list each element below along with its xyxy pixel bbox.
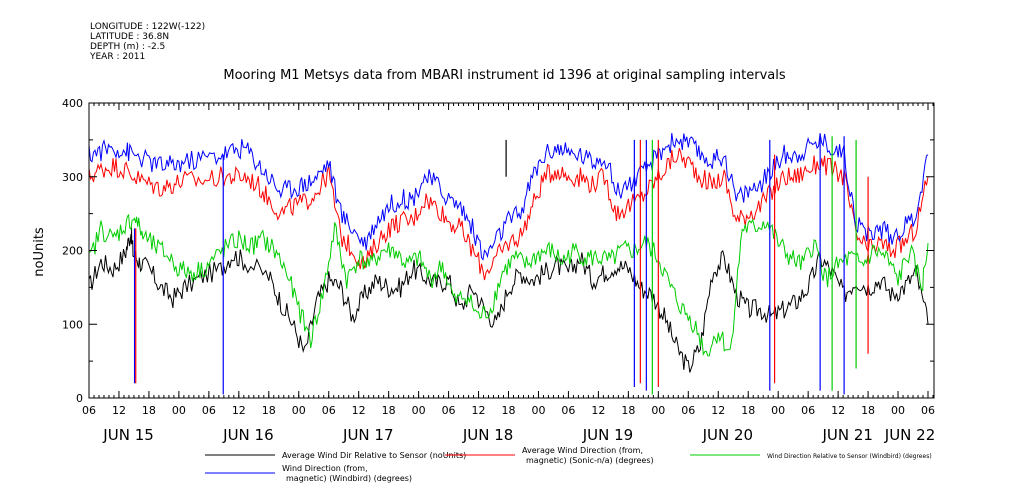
x-tick-label-4: 06 (202, 404, 216, 417)
x-tick-label-0: 06 (82, 404, 96, 417)
axes: 0 100 200 300 400 06 12 18 00 06 12 18 00 06 12 18 00 06 1… (62, 97, 935, 444)
chart-title: Mooring M1 Metsys data from MBARI instru… (223, 68, 786, 83)
year-label: YEAR : 2011 (90, 52, 146, 62)
x-tick-label-27: 00 (891, 404, 905, 417)
x-tick-label-24: 06 (801, 404, 815, 417)
legend-label-1: Average Wind Direction (from, (522, 446, 643, 455)
y-tick-label-0: 0 (76, 392, 83, 405)
legend-label-2: Wind Direction Relative to Sensor (Windb… (767, 453, 932, 460)
x-tick-label-12: 06 (442, 404, 456, 417)
x-day-label-2: JUN 17 (342, 426, 393, 444)
y-tick-label-2: 200 (62, 245, 83, 258)
series-line-1 (88, 148, 929, 281)
x-tick-label-11: 00 (412, 404, 426, 417)
y-tick-label-1: 100 (62, 318, 83, 331)
x-tick-label-14: 18 (502, 404, 516, 417)
metadata-block: LONGITUDE : 122W(-122) LATITUDE : 36.8N … (90, 22, 205, 62)
x-tick-label-22: 18 (741, 404, 755, 417)
x-tick-label-16: 06 (561, 404, 575, 417)
x-tick-label-2: 18 (142, 404, 156, 417)
x-tick-label-10: 18 (382, 404, 396, 417)
legend-label-3-line2: magnetic) (Windbird) (degrees) (286, 474, 412, 483)
x-tick-label-9: 12 (352, 404, 366, 417)
y-tick-label-3: 300 (62, 171, 83, 184)
x-day-label-6: JUN 21 (821, 426, 872, 444)
series-line-3 (88, 133, 929, 261)
y-axis-label: noUnits (32, 227, 47, 277)
x-day-label-4: JUN 19 (582, 426, 633, 444)
legend-label-3: Wind Direction (from, (282, 464, 368, 473)
depth-label: DEPTH (m) : -2.5 (90, 42, 166, 52)
x-tick-label-18: 18 (621, 404, 635, 417)
series-line-0 (88, 227, 929, 373)
x-tick-label-19: 00 (651, 404, 665, 417)
x-day-label-7: JUN 22 (884, 426, 935, 444)
series-line-2 (88, 213, 929, 357)
longitude-label: LONGITUDE : 122W(-122) (90, 22, 206, 32)
x-day-label-3: JUN 18 (462, 426, 513, 444)
x-tick-label-26: 18 (861, 404, 875, 417)
x-tick-label-5: 12 (232, 404, 246, 417)
legend-label-1-line2: magnetic) (Sonic-n/a) (degrees) (526, 456, 654, 465)
plot-lines (88, 133, 929, 395)
x-tick-label-8: 06 (322, 404, 336, 417)
x-tick-label-7: 00 (292, 404, 306, 417)
x-tick-label-20: 06 (681, 404, 695, 417)
x-tick-label-3: 00 (172, 404, 186, 417)
x-tick-label-17: 12 (591, 404, 605, 417)
x-tick-label-13: 12 (472, 404, 486, 417)
legend: Average Wind Dir Relative to Sensor (noU… (205, 446, 932, 483)
x-tick-label-25: 12 (831, 404, 845, 417)
latitude-label: LATITUDE : 36.8N (90, 32, 170, 42)
x-day-label-5: JUN 20 (702, 426, 753, 444)
x-tick-label-15: 00 (531, 404, 545, 417)
x-day-label-0: JUN 15 (102, 426, 153, 444)
x-tick-label-1: 12 (112, 404, 126, 417)
x-tick-label-28: 06 (921, 404, 935, 417)
x-tick-label-6: 18 (262, 404, 276, 417)
x-tick-label-21: 12 (711, 404, 725, 417)
x-day-label-1: JUN 16 (222, 426, 273, 444)
legend-label-0: Average Wind Dir Relative to Sensor (noU… (282, 451, 466, 460)
y-tick-label-4: 400 (62, 97, 83, 110)
x-tick-label-23: 00 (771, 404, 785, 417)
